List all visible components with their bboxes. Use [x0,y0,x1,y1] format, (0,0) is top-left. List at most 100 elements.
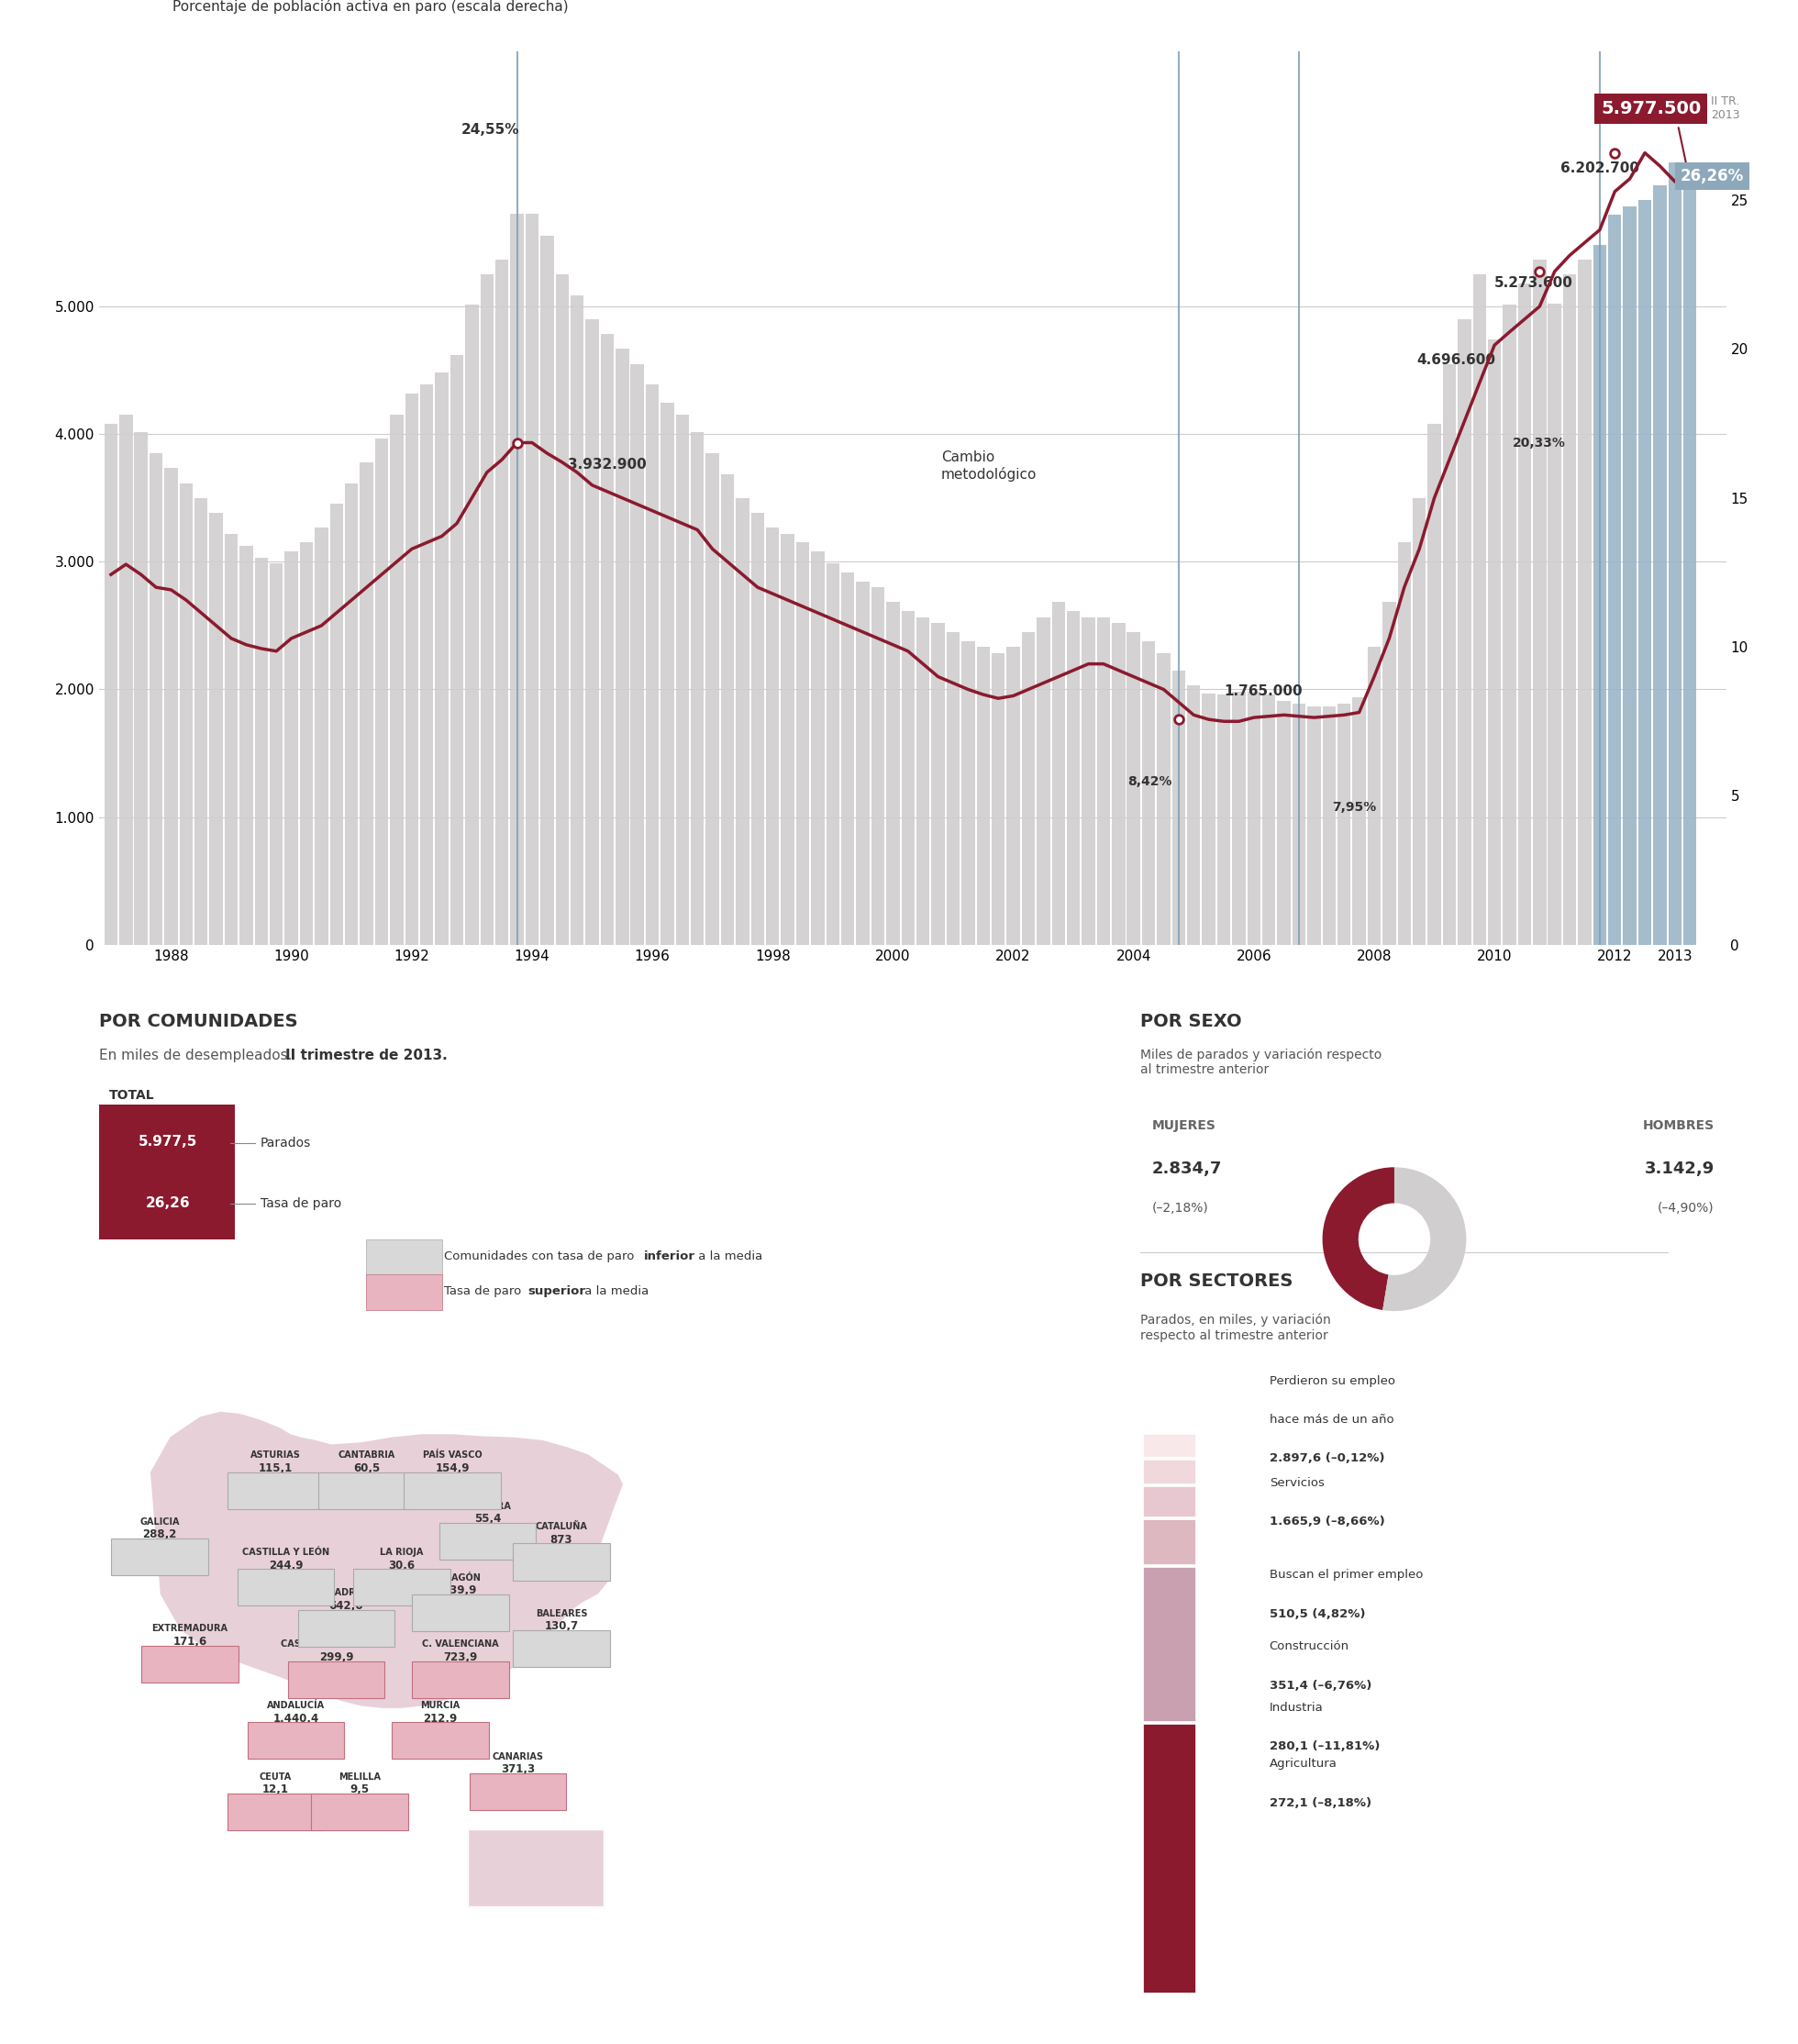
Text: 154,9: 154,9 [435,1461,469,1474]
Bar [1232,691,1246,944]
Text: Servicios: Servicios [1269,1478,1325,1490]
Text: 35,79%: 35,79% [275,1735,316,1746]
Bar [1579,260,1591,944]
Bar [1217,695,1230,944]
Text: 21,03%: 21,03% [539,1643,583,1654]
Text: 272,1 (–8,18%): 272,1 (–8,18%) [1269,1797,1372,1809]
Bar [1534,260,1546,944]
Bar [435,372,448,944]
Text: 18,32%: 18,32% [466,1537,509,1545]
Bar [1007,646,1019,944]
Bar [466,305,478,944]
Bar [1669,164,1681,944]
Text: 34,96%: 34,96% [254,1807,297,1817]
Bar [225,533,237,944]
Bar [1654,186,1667,944]
FancyBboxPatch shape [1144,1486,1196,1517]
Text: 5.273.600: 5.273.600 [1494,276,1573,290]
Bar [135,433,147,944]
Bar [1037,617,1050,944]
Bar [901,611,915,944]
Bar [707,454,719,944]
Text: inferior: inferior [644,1251,696,1263]
Bar [1489,339,1501,944]
Bar [752,513,764,944]
Text: Cambio
metodológico: Cambio metodológico [940,452,1037,482]
Text: 22,40%: 22,40% [138,1551,182,1562]
Text: 3.932.900: 3.932.900 [568,458,647,472]
Bar [1307,707,1322,944]
FancyBboxPatch shape [111,1539,209,1576]
Text: 23,85%: 23,85% [539,1558,583,1566]
Bar [1518,284,1532,944]
Bar [615,350,629,944]
FancyBboxPatch shape [354,1570,450,1607]
Text: 24,55%: 24,55% [460,123,520,137]
Text: Buscan el primer empleo: Buscan el primer empleo [1269,1570,1422,1580]
Bar [1638,200,1652,944]
Wedge shape [1383,1167,1465,1310]
Bar [390,415,403,944]
Text: LA RIOJA: LA RIOJA [379,1547,424,1558]
Text: 642,6: 642,6 [329,1600,363,1613]
Bar [1473,274,1487,944]
Bar [586,319,599,944]
Text: TOTAL: TOTAL [110,1089,155,1102]
Bar [1158,652,1170,944]
Text: CASTILLA Y LEÓN: CASTILLA Y LEÓN [243,1547,329,1558]
Text: 55,4: 55,4 [475,1513,502,1525]
FancyBboxPatch shape [227,1795,324,1831]
Bar [1248,691,1260,944]
Polygon shape [149,1410,624,1709]
Text: Industria: Industria [1269,1703,1323,1713]
FancyBboxPatch shape [288,1662,385,1699]
FancyBboxPatch shape [392,1723,489,1760]
FancyBboxPatch shape [412,1594,509,1631]
Bar [1127,632,1140,944]
Bar [556,274,568,944]
FancyBboxPatch shape [1144,1435,1196,1457]
Bar [315,527,327,944]
Text: Comunidades con tasa de paro: Comunidades con tasa de paro [444,1251,638,1263]
Text: ANDALUCÍA: ANDALUCÍA [266,1701,325,1711]
Text: Construcción: Construcción [1269,1641,1348,1652]
Bar [631,364,644,944]
Bar [976,646,989,944]
Text: 371,3: 371,3 [502,1764,536,1776]
Text: Perdieron su empleo: Perdieron su empleo [1269,1376,1395,1388]
Text: 6.202.700: 6.202.700 [1561,161,1640,176]
Bar [1442,364,1456,944]
Bar [570,296,584,944]
Text: 12,1: 12,1 [263,1784,289,1797]
Text: POR COMUNIDADES: POR COMUNIDADES [99,1012,298,1030]
Text: Agricultura: Agricultura [1269,1758,1338,1770]
Wedge shape [1322,1167,1393,1310]
Text: 22,35%: 22,35% [345,1486,388,1494]
Bar [1187,685,1201,944]
Bar [360,462,374,944]
Text: En miles de desempleados.: En miles de desempleados. [99,1049,297,1063]
Text: 20,33%: 20,33% [1512,437,1566,450]
FancyBboxPatch shape [412,1662,509,1699]
Text: MADRID: MADRID [325,1588,367,1598]
FancyBboxPatch shape [248,1723,343,1760]
Bar [345,482,358,944]
FancyBboxPatch shape [142,1645,237,1682]
Text: NAVARRA: NAVARRA [464,1502,511,1511]
FancyBboxPatch shape [99,0,144,18]
Bar [660,403,674,944]
Text: CANTABRIA: CANTABRIA [338,1451,396,1459]
Bar [797,542,809,944]
Text: 21,92%: 21,92% [439,1609,482,1617]
Bar [210,513,223,944]
Bar [1548,305,1561,944]
Bar [1338,703,1350,944]
Text: 19,52%: 19,52% [325,1623,367,1633]
FancyBboxPatch shape [227,1472,324,1508]
Bar [164,468,178,944]
Text: 723,9: 723,9 [444,1652,478,1664]
Bar [1683,164,1697,944]
Text: ASTURIAS: ASTURIAS [250,1451,300,1459]
Text: 130,7: 130,7 [545,1621,579,1633]
Bar [601,333,613,944]
